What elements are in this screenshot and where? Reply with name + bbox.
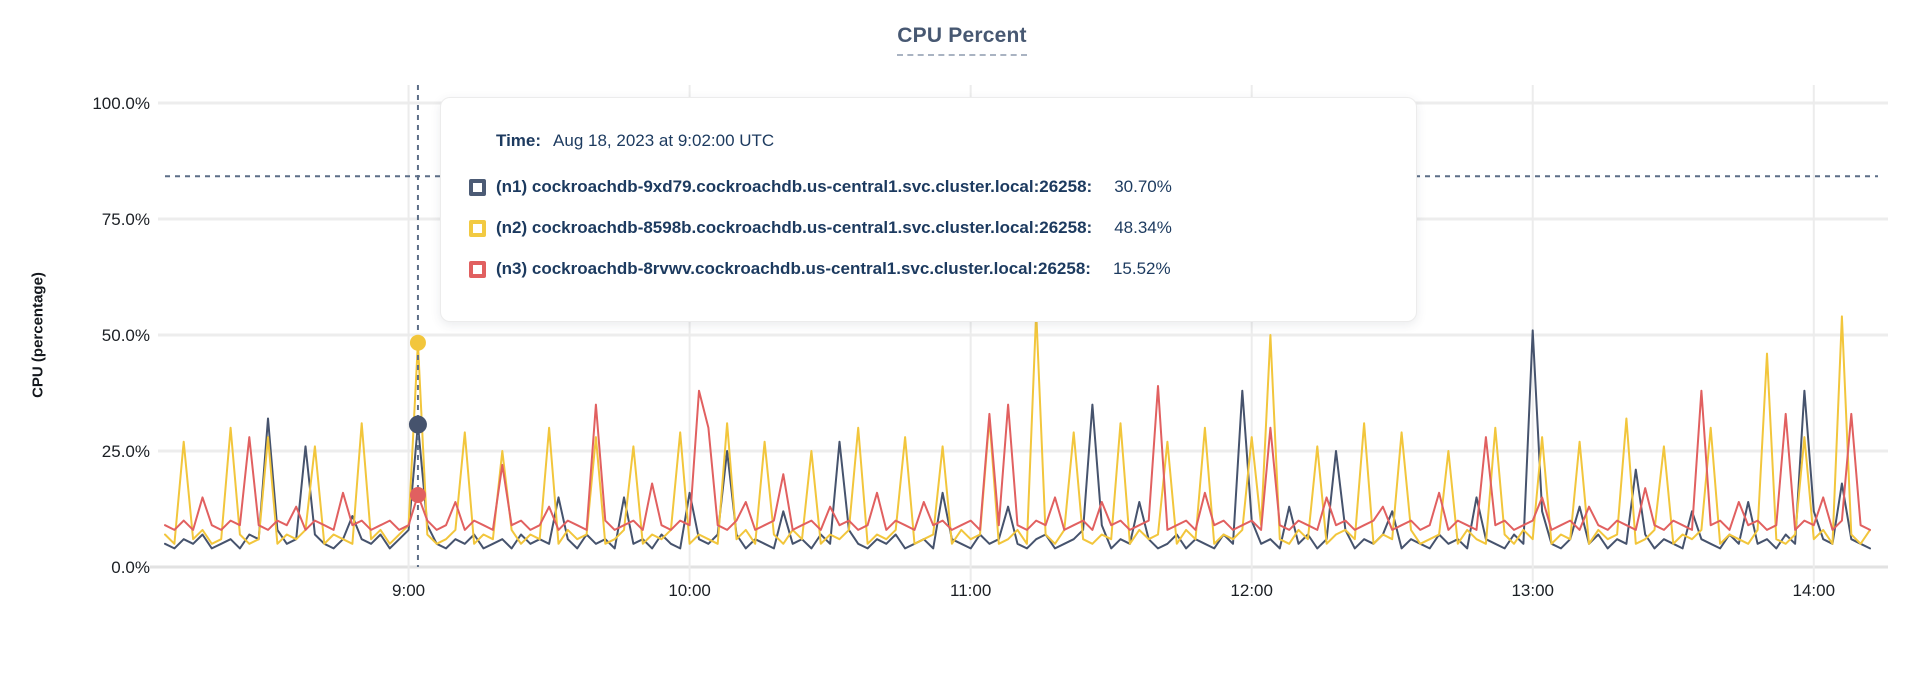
tooltip-series-row-n3: (n3) cockroachdb-8rvwv.cockroachdb.us-ce… [469, 259, 1416, 279]
tooltip-time-row: Time: Aug 18, 2023 at 9:02:00 UTC [496, 131, 1416, 151]
tooltip-series-row-n2: (n2) cockroachdb-8598b.cockroachdb.us-ce… [469, 218, 1416, 238]
x-tick-label: 13:00 [1511, 581, 1554, 600]
tooltip-time-value: Aug 18, 2023 at 9:02:00 UTC [553, 131, 775, 150]
series-line-n2 [164, 310, 1871, 545]
y-tick-label: 25.0% [102, 442, 150, 461]
n1-series-swatch-icon [469, 178, 486, 196]
y-tick-label: 75.0% [102, 210, 150, 229]
n3-series-value: 15.52% [1112, 259, 1171, 278]
n2-series-value: 48.34% [1114, 218, 1172, 237]
y-tick-label: 100.0% [92, 94, 150, 113]
hover-dot-n1 [408, 415, 427, 434]
x-tick-label: 14:00 [1793, 581, 1836, 600]
n3-series-swatch-icon [469, 260, 486, 278]
x-tick-label: 12:00 [1230, 581, 1273, 600]
tooltip-time-label: Time: [496, 131, 542, 150]
tooltip-rows: (n1) cockroachdb-9xd79.cockroachdb.us-ce… [469, 177, 1416, 279]
hover-dot-n3 [409, 486, 426, 503]
n3-series-label: (n3) cockroachdb-8rvwv.cockroachdb.us-ce… [496, 259, 1091, 278]
n1-series-label: (n1) cockroachdb-9xd79.cockroachdb.us-ce… [496, 177, 1093, 196]
series-line-n3 [164, 385, 1871, 531]
x-tick-label: 10:00 [668, 581, 711, 600]
y-tick-label: 0.0% [111, 558, 150, 577]
n1-series-value: 30.70% [1114, 177, 1172, 196]
x-tick-label: 9:00 [392, 581, 425, 600]
chart-title-wrap: CPU Percent [0, 24, 1924, 56]
y-tick-label: 50.0% [102, 326, 150, 345]
chart-title[interactable]: CPU Percent [897, 24, 1027, 56]
n2-series-label: (n2) cockroachdb-8598b.cockroachdb.us-ce… [496, 218, 1093, 237]
n2-series-swatch-icon [469, 219, 486, 237]
hover-tooltip: Time: Aug 18, 2023 at 9:02:00 UTC (n1) co… [440, 97, 1417, 322]
hover-dot-n2 [409, 334, 426, 351]
tooltip-series-row-n1: (n1) cockroachdb-9xd79.cockroachdb.us-ce… [469, 177, 1416, 197]
series-line-n1 [164, 329, 1871, 550]
x-tick-label: 11:00 [950, 581, 991, 600]
